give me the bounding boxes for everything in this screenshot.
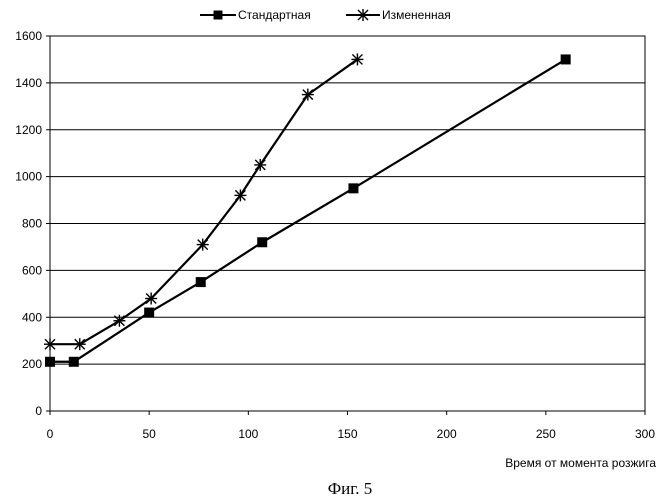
tick-labels: 0 200 400 600 800 1000 1200 1400 1600 0 50 100 150 20… [15, 29, 655, 441]
figure-caption: Фиг. 5 [328, 479, 373, 498]
legend-square-marker-icon [214, 11, 223, 20]
y-tick-label-0: 0 [35, 404, 42, 418]
grid-lines [50, 36, 645, 364]
x-tick-label-200: 200 [437, 427, 457, 441]
x-axis-label: Время от момента розжига [505, 456, 656, 470]
series-1-point-5 [348, 183, 358, 193]
series-1-point-3 [196, 277, 206, 287]
y-tick-label-1200: 1200 [15, 123, 42, 137]
x-tick-label-150: 150 [337, 427, 357, 441]
x-tick-label-300: 300 [635, 427, 655, 441]
series-1-point-4 [257, 237, 267, 247]
x-tick-label-0: 0 [47, 427, 54, 441]
series-1-point-0 [45, 357, 55, 367]
legend: Стандартная Измененная [200, 8, 451, 22]
series-2-point-2 [113, 315, 125, 327]
x-tick-label-50: 50 [142, 427, 156, 441]
series-1-point-1 [69, 357, 79, 367]
legend-item-1: Стандартная [200, 8, 311, 22]
x-tick-label-250: 250 [536, 427, 556, 441]
legend-item-2: Измененная [346, 8, 451, 22]
legend-label-1: Стандартная [238, 8, 311, 22]
y-tick-label-600: 600 [22, 263, 42, 277]
series-2-point-8 [351, 53, 363, 65]
y-tick-label-400: 400 [22, 310, 42, 324]
series-layer [44, 53, 571, 366]
series-2-point-4 [197, 239, 209, 251]
series-1-point-6 [561, 54, 571, 64]
y-tick-label-800: 800 [22, 217, 42, 231]
y-tick-label-1600: 1600 [15, 29, 42, 43]
series-1-point-2 [144, 308, 154, 318]
legend-asterisk-marker-icon [357, 9, 369, 21]
legend-label-2: Измененная [382, 8, 451, 22]
series-2-point-1 [74, 338, 86, 350]
series-2-line [50, 59, 357, 344]
y-tick-label-1400: 1400 [15, 76, 42, 90]
axes [46, 36, 645, 415]
series-2-point-5 [234, 189, 246, 201]
y-tick-label-1000: 1000 [15, 170, 42, 184]
series-2-point-7 [302, 89, 314, 101]
y-tick-label-200: 200 [22, 357, 42, 371]
series-2 [44, 53, 363, 350]
series-1 [45, 54, 571, 366]
series-2-point-6 [254, 159, 266, 171]
x-tick-label-100: 100 [238, 427, 258, 441]
series-2-point-0 [44, 338, 56, 350]
line-chart: 0 200 400 600 800 1000 1200 1400 1600 0 50 100 150 20… [0, 0, 665, 500]
series-2-point-3 [145, 293, 157, 305]
